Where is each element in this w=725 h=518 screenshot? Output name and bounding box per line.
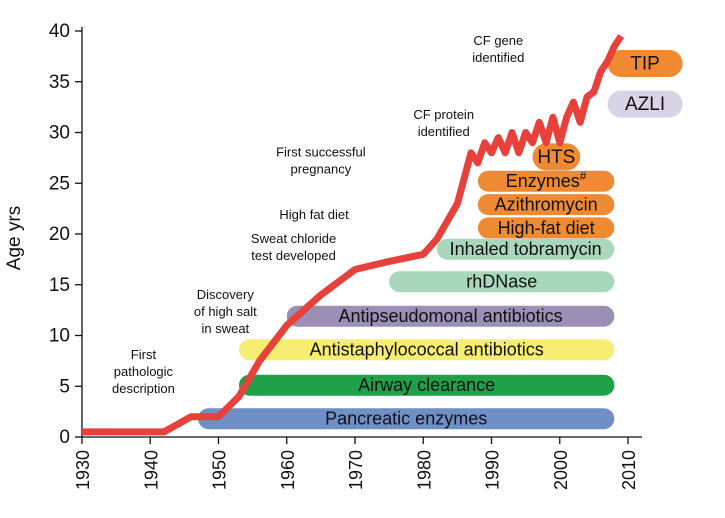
x-tick-label-1980: 1980 [414,450,434,490]
x-tick-label-1950: 1950 [210,450,230,490]
therapy-label-4: rhDNase [466,272,537,292]
therapy-bar-1 [238,374,615,396]
annotation-5: CF protein identified [413,107,474,139]
annotation-6: CF gene identified [472,33,524,65]
therapy-bar-2 [238,339,615,361]
therapy-bar-10 [607,90,683,118]
therapy-bar-8 [477,170,615,192]
y-tick-label-5: 5 [59,376,70,397]
therapy-label-8: Enzymes# [506,169,587,191]
annotation-4: First successful pregnancy [276,144,366,176]
survival-line-0 [82,34,625,436]
therapy-bar-6 [477,217,615,239]
therapy-bar-4 [389,271,615,293]
x-tick-label-1940: 1940 [141,450,161,490]
y-tick-label-40: 40 [49,21,70,42]
annotation-1: Discovery of high salt in sweat [194,287,257,336]
y-tick-label-20: 20 [49,224,70,245]
therapy-bar-7 [477,194,615,216]
y-axis-label: Age yrs [4,206,25,270]
y-tick-label-30: 30 [49,123,70,144]
therapy-label-11: TIP [630,53,660,74]
x-tick-label-2010: 2010 [619,450,639,490]
x-tick-label-1960: 1960 [278,450,298,490]
x-tick-label-2000: 2000 [551,450,571,490]
x-tick-label-1970: 1970 [346,450,366,490]
y-tick-label-25: 25 [49,173,70,194]
therapy-label-10: AZLI [625,94,665,115]
therapy-bar-5 [436,238,615,260]
therapy-layer: Pancreatic enzymes Airway clearance Antist… [198,49,683,430]
therapy-label-1: Airway clearance [358,375,495,395]
therapy-label-7: Azithromycin [495,195,598,215]
therapy-label-3: Antipseudomonal antibiotics [338,306,562,326]
y-tick-label-35: 35 [49,72,70,93]
axes: 0 5 10 15 20 25 30 35 40 1930 1940 1950 1960 1970 1980… [49,21,642,490]
annotation-0: First pathologic description [112,347,175,396]
therapy-label-2: Antistaphylococcal antibiotics [310,340,544,360]
therapy-bar-11 [607,49,683,77]
annotation-3: High fat diet [279,207,349,222]
therapy-label-9: HTS [537,147,575,168]
therapy-label-0: Pancreatic enzymes [325,409,487,429]
y-tick-label-0: 0 [59,427,70,448]
annotation-2: Sweat chloride test developed [251,231,336,263]
therapy-label-6: High-fat diet [498,218,595,238]
therapy-bar-9 [532,143,581,171]
y-tick-label-15: 15 [49,275,70,296]
annotations: First pathologic description Discovery of hi… [112,33,524,396]
therapy-bar-0 [198,408,615,430]
therapy-bar-3 [286,305,615,327]
y-tick-label-10: 10 [49,326,70,347]
x-tick-label-1990: 1990 [483,450,503,490]
x-tick-label-1930: 1930 [73,450,93,490]
therapy-label-5: Inhaled tobramycin [450,239,602,259]
survival-line-layer [82,34,625,436]
